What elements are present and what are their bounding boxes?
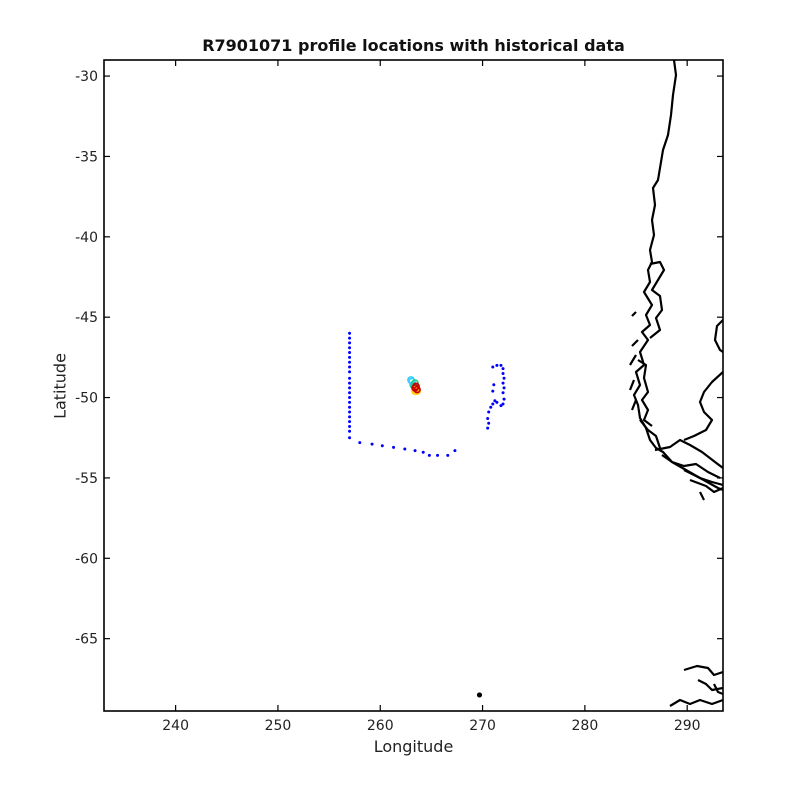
historical-profile-point [421,450,425,454]
historical-profile-point [348,405,352,409]
historical-profile-point [348,400,352,404]
historical-profile-point [348,420,352,424]
historical-profile-point [348,436,352,440]
historical-profile-point [501,402,505,406]
historical-profile-point [348,360,352,364]
chart-title: R7901071 profile locations with historic… [202,36,625,55]
historical-profile-point [348,351,352,355]
x-axis-label: Longitude [373,737,454,756]
historical-profile-point [348,391,352,395]
historical-profile-point [495,400,499,404]
historical-profile-point [501,367,505,371]
x-tick-label: 260 [367,718,394,734]
historical-profile-point [348,341,352,345]
historical-profile-point [489,405,493,409]
historical-profile-point [502,376,506,380]
historical-profile-point [446,453,450,457]
x-tick-label: 250 [265,718,292,734]
historical-profile-point [453,449,457,453]
coastline [628,60,723,707]
historical-profile-point [348,386,352,390]
y-tick-label: -40 [75,230,98,246]
historical-profile-point [491,402,495,406]
historical-profile-point [370,442,374,446]
x-tick-label: 270 [469,718,496,734]
historical-profile-point [348,346,352,350]
x-tick-label: 240 [162,718,189,734]
y-tick-label: -30 [75,69,98,85]
historical-profile-point [491,365,495,369]
historical-profile-point [403,447,407,451]
historical-profile-point [501,381,505,385]
historical-profile-point [348,396,352,400]
plot-axes: 240 250 260 270 280 290 -30 -35 -40 -45 -50 -55 -60 -… [75,59,724,734]
historical-profile-point [493,399,497,403]
historical-profile-point [348,365,352,369]
historical-profile-point [487,421,491,425]
historical-profile-point [486,426,490,430]
historical-profile-point [502,397,506,401]
profile-markers [348,331,506,698]
historical-profile-point [348,331,352,335]
historical-profile-point [487,410,491,414]
historical-profile-point [348,410,352,414]
historical-profile-point [358,441,362,445]
historical-profile-point [495,363,499,367]
historical-profile-point [348,376,352,380]
historical-profile-point [501,391,505,395]
historical-profile-point [499,363,503,367]
y-tick-label: -65 [75,632,98,648]
island-marker [476,692,483,698]
plot-frame [103,59,724,712]
historical-profile-point [491,389,495,393]
historical-profile-point [502,386,506,390]
y-tick-label: -50 [75,391,98,407]
historical-profile-point [348,370,352,374]
historical-profile-point [348,336,352,340]
historical-profile-point [486,416,490,420]
historical-profile-point [392,445,396,449]
historical-profile-point [348,381,352,385]
y-tick-label: -55 [75,471,98,487]
x-tick-label: 280 [572,718,599,734]
y-tick-label: -45 [75,310,98,326]
historical-profile-point [348,424,352,428]
y-tick-label: -35 [75,149,98,165]
historical-profile-point [348,415,352,419]
historical-profile-point [348,355,352,359]
float-profile-point [411,384,419,392]
historical-profile-point [436,453,440,457]
historical-profile-point [501,371,505,375]
x-tick-label: 290 [674,718,701,734]
historical-profile-point [380,444,384,448]
historical-profile-point [427,453,431,457]
y-tick-label: -60 [75,551,98,567]
historical-profile-point [348,429,352,433]
historical-profile-point [492,383,496,387]
historical-profile-point [413,449,417,453]
historical-profile-point [499,404,503,408]
